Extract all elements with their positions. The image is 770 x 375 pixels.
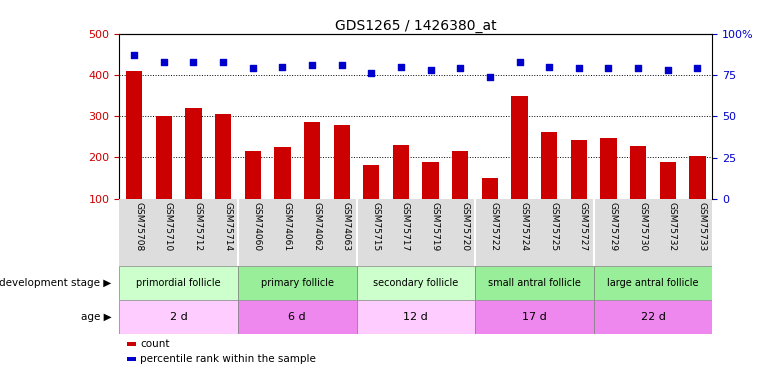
Text: primordial follicle: primordial follicle [136,278,221,288]
Text: primary follicle: primary follicle [261,278,333,288]
Point [573,65,585,71]
Text: GSM75733: GSM75733 [698,202,706,251]
Text: 17 d: 17 d [522,312,547,322]
Text: GSM75710: GSM75710 [164,202,172,251]
Text: GSM74060: GSM74060 [253,202,262,251]
Bar [156,116,172,199]
Bar [357,300,475,334]
Bar [119,300,238,334]
Point [395,64,407,70]
Text: large antral follicle: large antral follicle [608,278,698,288]
Text: GSM75722: GSM75722 [490,202,499,251]
Point [691,65,704,71]
Text: GSM75724: GSM75724 [520,202,528,251]
Text: percentile rank within the sample: percentile rank within the sample [140,354,316,364]
Bar [274,147,290,199]
Bar [689,156,705,199]
Text: GSM75732: GSM75732 [668,202,677,251]
Text: age ▶: age ▶ [81,312,112,322]
Text: GSM74062: GSM74062 [312,202,321,251]
Text: 6 d: 6 d [289,312,306,322]
Point [246,65,259,71]
Point [158,59,170,65]
Text: GSM75725: GSM75725 [549,202,558,251]
Point [187,59,199,65]
Text: GSM75717: GSM75717 [401,202,410,251]
Point [336,62,348,68]
Bar [475,266,594,300]
Point [543,64,555,70]
Bar [594,266,712,300]
Bar [475,300,594,334]
Bar [304,122,320,199]
Text: GSM75727: GSM75727 [579,202,588,251]
Bar [333,125,350,199]
Text: 2 d: 2 d [169,312,188,322]
Bar [571,140,587,199]
Bar [393,145,409,199]
Text: small antral follicle: small antral follicle [488,278,581,288]
Bar [482,178,498,199]
Point [602,65,614,71]
Bar [215,114,231,199]
Bar [423,162,439,199]
Bar [186,108,202,199]
Point [365,70,377,76]
Point [632,65,644,71]
Text: GSM75719: GSM75719 [430,202,440,251]
Bar [452,151,468,199]
Point [306,62,318,68]
Bar [363,165,380,199]
Text: GSM75730: GSM75730 [638,202,647,251]
Text: GSM75715: GSM75715 [371,202,380,251]
Text: GSM75729: GSM75729 [608,202,618,251]
Title: GDS1265 / 1426380_at: GDS1265 / 1426380_at [335,19,497,33]
Bar [126,71,142,199]
Text: GSM74063: GSM74063 [342,202,350,251]
Bar [238,266,357,300]
Text: GSM75714: GSM75714 [223,202,232,251]
Text: 12 d: 12 d [403,312,428,322]
Point [484,74,496,80]
Bar [119,266,238,300]
Point [661,67,674,73]
Text: GSM75720: GSM75720 [460,202,469,251]
Point [424,67,437,73]
Bar [511,96,527,199]
Text: 22 d: 22 d [641,312,665,322]
Bar [660,162,676,199]
Bar [630,146,646,199]
Bar [238,300,357,334]
Text: GSM74061: GSM74061 [283,202,291,251]
Point [128,52,140,58]
Bar [541,132,557,199]
Text: GSM75712: GSM75712 [193,202,203,251]
Text: GSM75708: GSM75708 [134,202,143,251]
Bar [245,151,261,199]
Point [276,64,289,70]
Bar [601,138,617,199]
Point [454,65,467,71]
Text: count: count [140,339,169,349]
Bar [357,266,475,300]
Point [514,59,526,65]
Bar [594,300,712,334]
Point [217,59,229,65]
Text: development stage ▶: development stage ▶ [0,278,112,288]
Text: secondary follicle: secondary follicle [373,278,458,288]
